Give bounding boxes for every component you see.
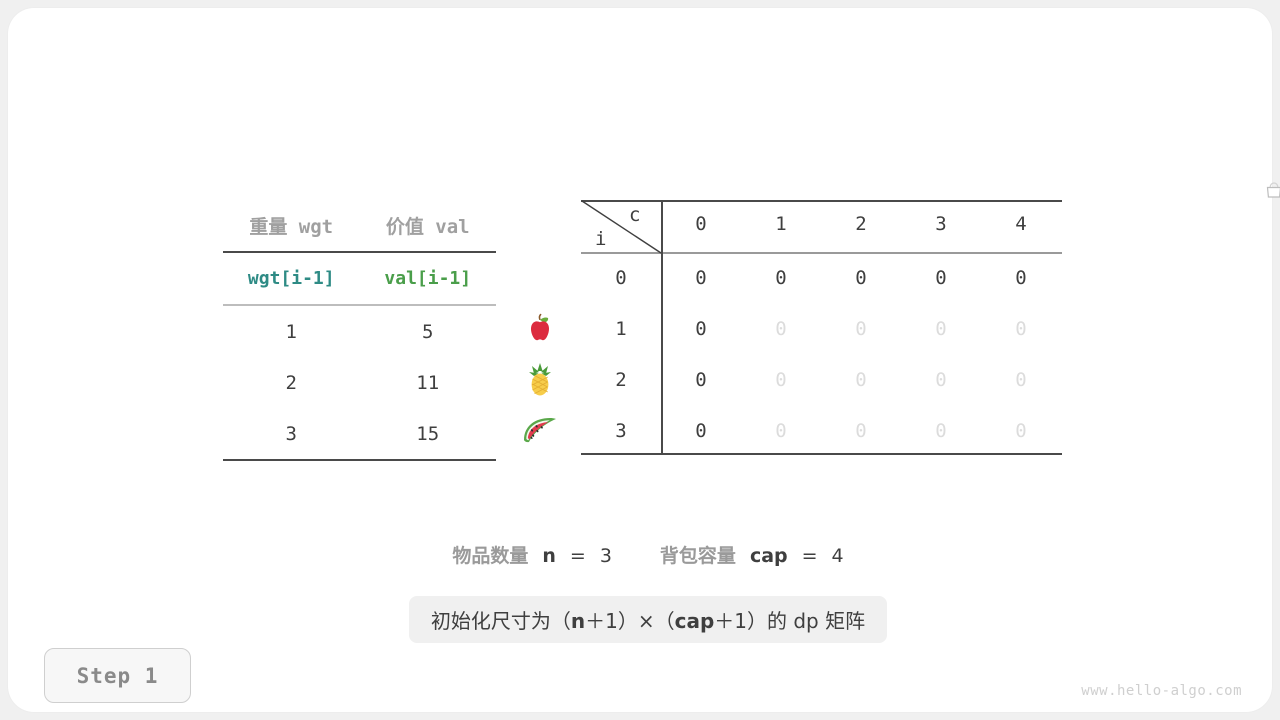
bag-icon-row: [1234, 134, 1280, 200]
dp-cell-1-1: 0: [775, 318, 787, 340]
description-var-n: n: [570, 609, 586, 633]
description-part-1: 初始化尺寸为（: [430, 609, 571, 633]
dp-cell-2-4: 0: [1015, 369, 1027, 391]
description-var-cap: cap: [674, 609, 715, 633]
item-table-header-row: 重量 wgt 价值 val: [223, 200, 496, 251]
item-table-rule-mid: [223, 304, 496, 306]
dp-col-header-0: 0: [695, 213, 707, 235]
dp-row-header-1: 1: [615, 318, 627, 340]
description-part-2: ＋1）×（: [585, 609, 675, 633]
item-table-subheader-row: wgt[i-1] val[i-1]: [223, 253, 496, 304]
dp-cell-3-2: 0: [855, 420, 867, 442]
illustration-card: 重量 wgt 价值 val wgt[i-1] val[i-1] 1 5 2 11…: [8, 8, 1280, 712]
pineapple-icon: [514, 353, 566, 404]
dp-col-header-4: 4: [1015, 213, 1027, 235]
capacity-eq: =: [801, 545, 818, 567]
item-table: 重量 wgt 价值 val wgt[i-1] val[i-1] 1 5 2 11…: [223, 200, 496, 461]
step-badge-label: Step 1: [76, 663, 159, 688]
item-val-2: 11: [416, 371, 440, 394]
dp-cell-2-3: 0: [935, 369, 947, 391]
item-count-label: 物品数量: [452, 545, 529, 567]
dp-col-header-2: 2: [855, 213, 867, 235]
watermark: www.hello-algo.com: [1081, 683, 1242, 699]
dp-rule-bottom: [581, 453, 1062, 455]
item-count-value: 3: [599, 545, 612, 567]
table-row: 1 5: [223, 306, 496, 357]
table-row: 2 11: [223, 357, 496, 408]
dp-col-header-3: 3: [935, 213, 947, 235]
dp-col-header-1: 1: [775, 213, 787, 235]
dp-rule-vertical: [661, 200, 663, 455]
dp-cell-2-2: 0: [855, 369, 867, 391]
dp-axis-label-i: i: [595, 228, 607, 250]
item-count-var: n: [542, 545, 556, 567]
capacity-value: 4: [831, 545, 844, 567]
item-table-header-val: 价值 val: [385, 216, 470, 238]
dp-cell-0-1: 0: [775, 267, 787, 289]
dp-cell-0-3: 0: [935, 267, 947, 289]
dp-cell-0-4: 0: [1015, 267, 1027, 289]
dp-cell-2-1: 0: [775, 369, 787, 391]
description-banner: 初始化尺寸为（n＋1）×（cap＋1）的 dp 矩阵: [408, 596, 888, 643]
item-wgt-3: 3: [285, 422, 297, 445]
dp-corner-cell: i c: [581, 200, 663, 254]
table-row: 3 15: [223, 408, 496, 459]
item-wgt-2: 2: [285, 371, 297, 394]
dp-cell-1-3: 0: [935, 318, 947, 340]
capacity-label: 背包容量: [659, 545, 736, 567]
item-count-eq: =: [569, 545, 586, 567]
dp-row-header-0: 0: [615, 267, 627, 289]
step-badge: Step 1: [44, 648, 191, 703]
apple-icon: [514, 302, 566, 353]
bag-icon-empty: [1234, 134, 1280, 200]
dp-rule-top: [581, 200, 1062, 202]
description-part-3: ＋1）的 dp 矩阵: [714, 609, 866, 633]
dp-cell-3-0: 0: [695, 420, 707, 442]
item-wgt-1: 1: [285, 320, 297, 343]
dp-row-header-2: 2: [615, 369, 627, 391]
dp-cell-1-4: 0: [1015, 318, 1027, 340]
item-table-rule-top: [223, 251, 496, 253]
capacity-var: cap: [749, 545, 788, 567]
fruit-icon-column: [514, 302, 566, 455]
parameter-line: 物品数量 n = 3 背包容量 cap = 4: [8, 541, 1280, 568]
dp-cell-3-1: 0: [775, 420, 787, 442]
dp-cell-2-0: 0: [695, 369, 707, 391]
dp-cell-1-0: 0: [695, 318, 707, 340]
description-wrapper: 初始化尺寸为（n＋1）×（cap＋1）的 dp 矩阵: [8, 596, 1280, 643]
dp-rule-header: [581, 252, 1062, 254]
watermelon-icon: [514, 404, 566, 455]
dp-cell-0-2: 0: [855, 267, 867, 289]
dp-cell-1-2: 0: [855, 318, 867, 340]
dp-cell-3-4: 0: [1015, 420, 1027, 442]
item-table-rule-bottom: [223, 459, 496, 461]
dp-row-header-3: 3: [615, 420, 627, 442]
item-table-subheader-val: val[i-1]: [384, 268, 472, 289]
dp-cell-0-0: 0: [695, 267, 707, 289]
dp-axis-label-c: c: [629, 204, 641, 226]
item-val-3: 15: [416, 422, 440, 445]
item-val-1: 5: [422, 320, 434, 343]
dp-cell-3-3: 0: [935, 420, 947, 442]
item-table-header-wgt: 重量 wgt: [249, 216, 334, 238]
item-table-subheader-wgt: wgt[i-1]: [247, 268, 335, 289]
